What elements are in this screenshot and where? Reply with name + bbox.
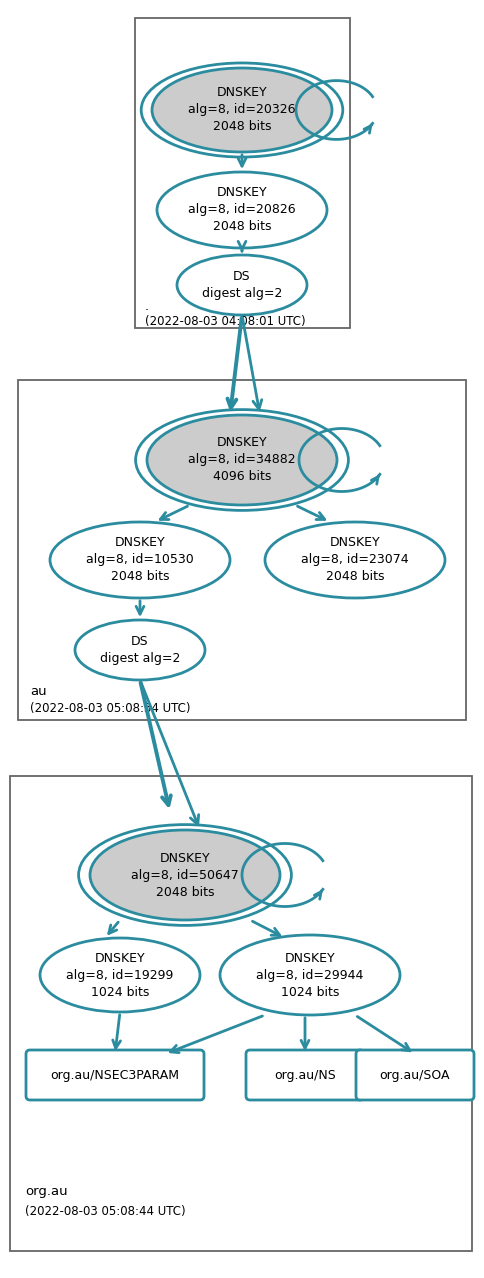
Ellipse shape — [151, 68, 332, 152]
Ellipse shape — [75, 620, 205, 680]
Text: DNSKEY
alg=8, id=34882
4096 bits: DNSKEY alg=8, id=34882 4096 bits — [188, 437, 295, 483]
Ellipse shape — [90, 829, 279, 920]
Text: DNSKEY
alg=8, id=23074
2048 bits: DNSKEY alg=8, id=23074 2048 bits — [301, 537, 408, 584]
Ellipse shape — [50, 521, 229, 598]
Text: org.au: org.au — [25, 1185, 67, 1197]
Text: DNSKEY
alg=8, id=20326
2048 bits: DNSKEY alg=8, id=20326 2048 bits — [188, 87, 295, 133]
FancyBboxPatch shape — [26, 1051, 204, 1100]
Text: (2022-08-03 05:08:34 UTC): (2022-08-03 05:08:34 UTC) — [30, 702, 190, 714]
Ellipse shape — [220, 935, 399, 1015]
Text: DNSKEY
alg=8, id=29944
1024 bits: DNSKEY alg=8, id=29944 1024 bits — [256, 952, 363, 998]
Bar — [10, 776, 471, 1251]
FancyBboxPatch shape — [355, 1051, 473, 1100]
Text: org.au/NS: org.au/NS — [273, 1068, 335, 1081]
Text: DNSKEY
alg=8, id=10530
2048 bits: DNSKEY alg=8, id=10530 2048 bits — [86, 537, 194, 584]
Text: org.au/NSEC3PARAM: org.au/NSEC3PARAM — [50, 1068, 179, 1081]
Text: DNSKEY
alg=8, id=20826
2048 bits: DNSKEY alg=8, id=20826 2048 bits — [188, 187, 295, 234]
Text: (2022-08-03 05:08:44 UTC): (2022-08-03 05:08:44 UTC) — [25, 1205, 185, 1218]
FancyBboxPatch shape — [245, 1051, 363, 1100]
Bar — [18, 380, 465, 720]
Text: (2022-08-03 04:08:01 UTC): (2022-08-03 04:08:01 UTC) — [145, 314, 305, 328]
Ellipse shape — [40, 938, 199, 1012]
Text: au: au — [30, 685, 46, 698]
Text: DNSKEY
alg=8, id=19299
1024 bits: DNSKEY alg=8, id=19299 1024 bits — [66, 952, 173, 998]
Bar — [135, 18, 349, 328]
Text: DS
digest alg=2: DS digest alg=2 — [201, 270, 282, 300]
Ellipse shape — [147, 415, 336, 505]
Text: .: . — [145, 300, 149, 313]
Text: org.au/SOA: org.au/SOA — [379, 1068, 449, 1081]
Ellipse shape — [177, 256, 306, 314]
Ellipse shape — [264, 521, 444, 598]
Ellipse shape — [157, 173, 326, 248]
Text: DS
digest alg=2: DS digest alg=2 — [100, 635, 180, 665]
Text: DNSKEY
alg=8, id=50647
2048 bits: DNSKEY alg=8, id=50647 2048 bits — [131, 851, 239, 898]
